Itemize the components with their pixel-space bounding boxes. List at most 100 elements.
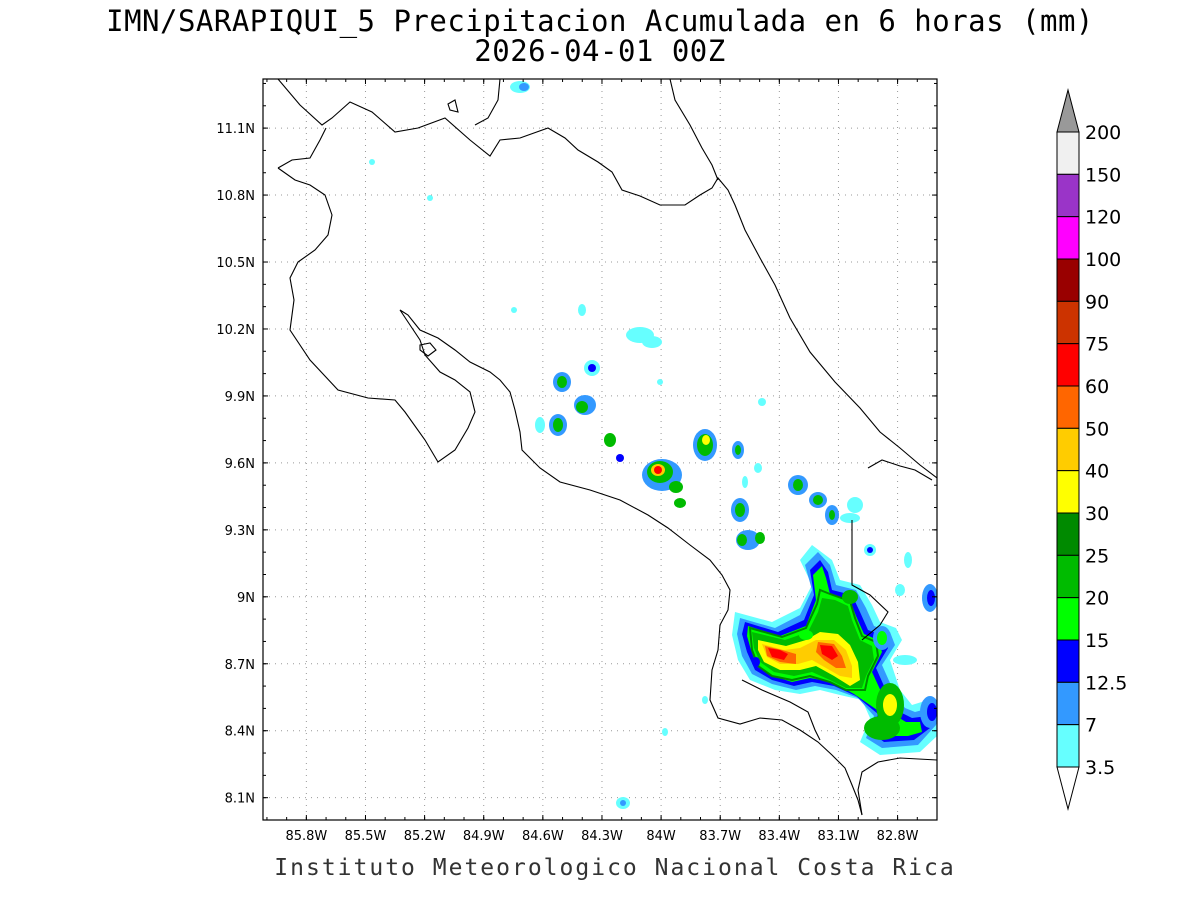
colorbar-segment [1056, 597, 1080, 641]
precip-blob [867, 547, 873, 553]
precip-blob [742, 476, 748, 488]
colorbar-label: 30 [1085, 503, 1109, 525]
precip-blob [829, 510, 835, 520]
colorbar-segment [1056, 343, 1080, 387]
colorbar-label: 12.5 [1085, 672, 1127, 694]
coastlines [277, 79, 937, 816]
lat-tick-label: 10.8N [216, 189, 255, 204]
map-gridlines [263, 79, 937, 820]
map-title: IMN/SARAPIQUI_5 Precipitacion Acumulada … [106, 4, 1094, 38]
precip-blob [895, 584, 905, 596]
lon-tick-label: 85.5W [345, 829, 387, 844]
precip-blob [427, 195, 433, 201]
colorbar-segment [1056, 427, 1080, 472]
precipitation-field [369, 81, 937, 809]
coastline-island [447, 99, 459, 113]
precip-blob [847, 497, 863, 513]
colorbar-under-triangle [1056, 766, 1080, 811]
lon-tick-label: 83.7W [699, 829, 741, 844]
precip-blob [755, 532, 765, 544]
lat-tick-label: 9N [237, 591, 255, 606]
colorbar-segment [1056, 173, 1080, 218]
lat-tick-label: 10.2N [216, 323, 255, 338]
lon-tick-label: 84W [646, 829, 676, 844]
map-datetime: 2026-04-01 00Z [474, 34, 726, 68]
map-frame [262, 78, 938, 821]
precip-blob [662, 728, 668, 736]
precip-blob [754, 463, 762, 473]
lon-tick-label: 85.2W [404, 829, 446, 844]
colorbar-segment [1056, 639, 1080, 683]
precip-blob [654, 466, 662, 474]
precip-blob [758, 398, 766, 406]
precip-blob [735, 503, 745, 517]
precip-blob [877, 631, 887, 645]
colorbar-label: 3.5 [1085, 757, 1115, 779]
colorbar-label: 200 [1085, 122, 1121, 144]
lat-tick-label: 8.1N [225, 792, 255, 807]
axis-ticks: 11.1N 10.8N 10.5N 10.2N 9.9N 9.6N 9.3N 9N 8.7N 8.… [216, 79, 938, 844]
lat-tick-label: 9.6N [225, 457, 255, 472]
precip-blob [557, 376, 567, 388]
border-panama [851, 520, 937, 816]
precip-blob [578, 304, 586, 316]
lat-tick-label: 9.3N [225, 524, 255, 539]
precip-blob [702, 696, 708, 704]
precip-blob [799, 630, 813, 640]
precip-blob [642, 336, 662, 348]
precip-blob [842, 590, 858, 604]
precip-blob [519, 83, 529, 91]
coastline-panama-north [867, 459, 933, 481]
colorbar-segment [1056, 724, 1080, 768]
precip-blob [840, 513, 860, 523]
colorbar: 200 150 120 100 90 75 60 50 40 30 25 20 15 12.5 7 3.5 [1056, 88, 1127, 811]
colorbar-label: 15 [1085, 630, 1109, 652]
colorbar-segment [1056, 300, 1080, 345]
colorbar-label: 40 [1085, 461, 1109, 483]
precip-blob [616, 454, 624, 462]
coastline-lake-inner [419, 342, 437, 357]
colorbar-label: 20 [1085, 588, 1109, 610]
precip-blob [657, 379, 663, 385]
lon-tick-label: 83.1W [818, 829, 860, 844]
coastline-pacific [277, 127, 863, 816]
colorbar-label: 100 [1085, 249, 1121, 271]
colorbar-segment [1056, 131, 1080, 175]
coastline-nicaragua-lake [474, 79, 501, 126]
colorbar-label: 25 [1085, 545, 1109, 567]
precip-blob [620, 800, 626, 806]
precip-blob [927, 590, 935, 606]
precip-cluster-south-red [768, 645, 838, 660]
lon-tick-label: 84.3W [581, 829, 623, 844]
colorbar-segment [1056, 512, 1080, 556]
lon-tick-label: 84.6W [522, 829, 564, 844]
lat-tick-label: 11.1N [216, 122, 255, 137]
coastline-caribbean-nicaragua [277, 79, 937, 479]
colorbar-over-triangle [1056, 88, 1080, 133]
precip-blob [511, 307, 517, 313]
precip-cluster-south-outline [748, 588, 880, 691]
coastline-north-east [669, 79, 719, 181]
precip-blob [904, 552, 912, 568]
lon-tick-label: 85.8W [285, 829, 327, 844]
precip-blob [588, 364, 596, 372]
precip-blob [735, 445, 741, 455]
colorbar-label: 150 [1085, 164, 1121, 186]
colorbar-label: 120 [1085, 207, 1121, 229]
precip-blob [893, 655, 917, 665]
colorbar-segment [1056, 385, 1080, 429]
lon-tick-label: 83.4W [758, 829, 800, 844]
precip-blob [674, 498, 686, 508]
colorbar-label: 60 [1085, 376, 1109, 398]
colorbar-segment [1056, 470, 1080, 514]
colorbar-segment [1056, 554, 1080, 599]
colorbar-segment [1056, 216, 1080, 260]
coastline-osa [741, 679, 821, 741]
precip-blob [864, 716, 900, 740]
lat-tick-label: 9.9N [225, 390, 255, 405]
colorbar-label: 90 [1085, 291, 1109, 313]
precip-blob [576, 401, 588, 413]
colorbar-label: 75 [1085, 334, 1109, 356]
precip-blob [535, 417, 545, 433]
